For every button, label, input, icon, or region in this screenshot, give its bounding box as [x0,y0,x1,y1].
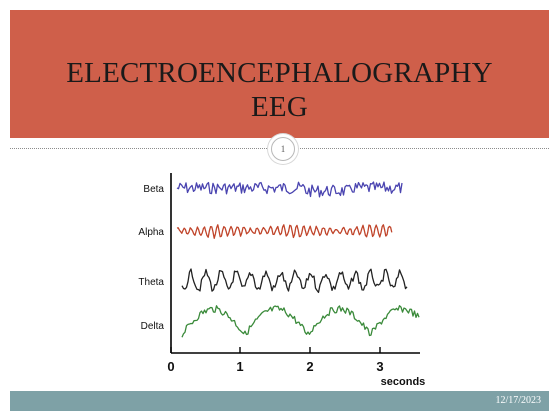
wave-label-delta: Delta [141,321,165,332]
axis-tick-label-2: 2 [306,359,313,374]
wave-traces [176,181,420,338]
axis-tick-label-1: 1 [236,359,243,374]
wave-trace-delta [181,305,420,338]
wave-label-beta: Beta [143,184,164,195]
footer-band: 12/17/2023 [10,391,549,411]
slide-date: 12/17/2023 [495,395,541,406]
wave-trace-alpha [176,224,393,239]
wave-label-theta: Theta [138,277,164,288]
time-axis: 0 1 2 3 seconds [167,173,425,388]
title-line-2: EEG [251,91,308,123]
eeg-waveform-diagram: Beta Alpha Theta Delta 0 1 2 3 seconds [138,173,425,388]
wave-trace-beta [176,181,403,198]
x-axis-label: seconds [381,376,426,388]
axis-ticks: 0 1 2 3 [167,347,384,374]
axis-tick-label-3: 3 [376,359,383,374]
slide-title: ELECTROENCEPHALOGRAPHY EEG [10,56,549,124]
wave-label-alpha: Alpha [138,227,164,238]
axis-tick-label-0: 0 [167,359,174,374]
wave-labels: Beta Alpha Theta Delta [138,184,164,332]
slide-number-badge: 1 [271,137,295,161]
title-line-1: ELECTROENCEPHALOGRAPHY [66,57,493,89]
wave-trace-theta [181,268,408,294]
title-band: ELECTROENCEPHALOGRAPHY EEG [10,10,549,138]
